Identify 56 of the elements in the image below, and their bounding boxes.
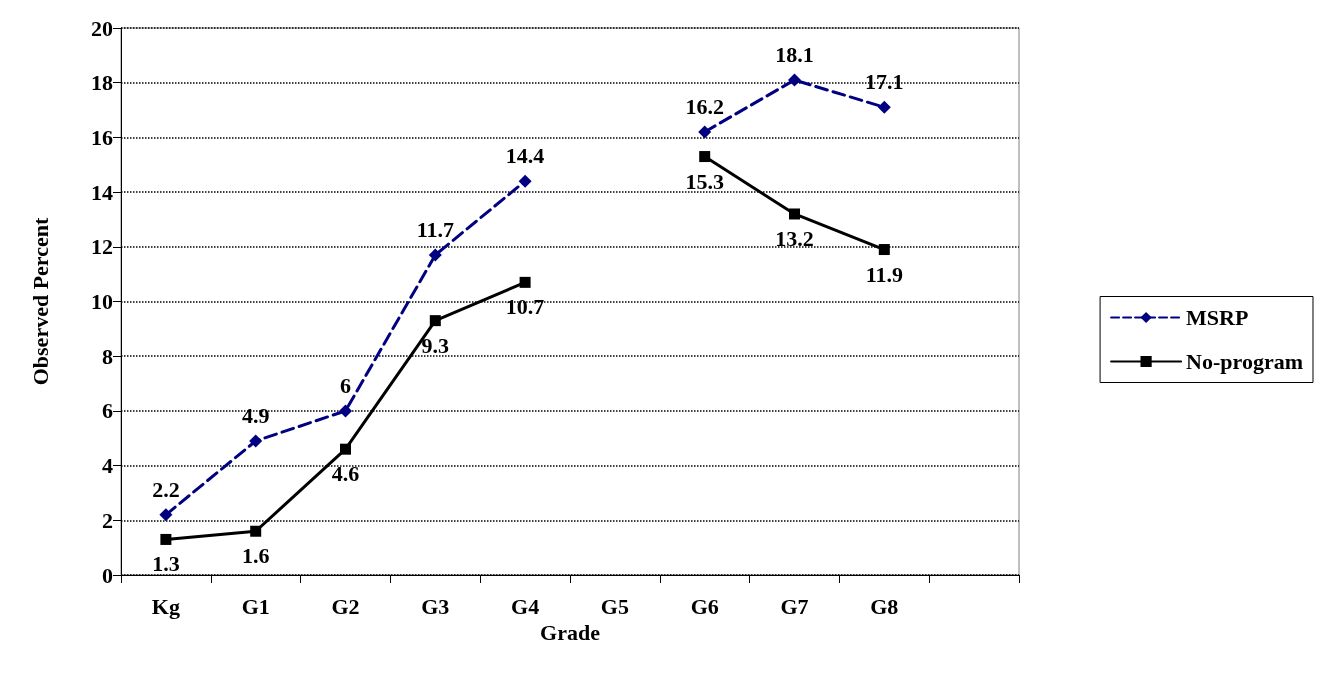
- data-label: 1.3: [152, 551, 180, 577]
- y-tick-label: 12: [91, 234, 113, 260]
- y-tick-label: 2: [102, 507, 113, 533]
- data-label: 11.7: [416, 217, 454, 243]
- point: [340, 443, 351, 455]
- point: [159, 508, 173, 522]
- point: [519, 276, 531, 288]
- x-tick-label: G7: [780, 593, 809, 619]
- y-axis-title: Observed Percent: [27, 217, 53, 386]
- y-tick-label: 4: [102, 453, 113, 479]
- data-label: 15.3: [685, 168, 724, 194]
- point: [339, 404, 352, 418]
- data-label: 4.9: [241, 402, 270, 428]
- y-tick-label: 0: [102, 562, 113, 588]
- y-tick-label: 6: [102, 398, 113, 424]
- legend-label: MSRP: [1186, 305, 1249, 330]
- y-tick-label: 16: [91, 124, 113, 150]
- data-label: 18.1: [775, 41, 814, 67]
- data-label: 16.2: [685, 93, 724, 119]
- point: [788, 73, 801, 87]
- point: [428, 248, 442, 262]
- data-label: 1.6: [241, 543, 270, 569]
- point: [250, 525, 262, 537]
- y-tick-label: 14: [91, 179, 113, 205]
- data-label: 10.7: [505, 294, 545, 320]
- x-tick-label: G3: [421, 593, 450, 619]
- point: [518, 174, 532, 188]
- point: [698, 125, 712, 139]
- x-tick-label: G6: [690, 593, 719, 619]
- point: [249, 434, 263, 448]
- y-tick-label: 8: [102, 343, 113, 369]
- point: [789, 208, 800, 220]
- x-tick-label: Kg: [151, 593, 180, 619]
- data-label: 6: [340, 372, 351, 398]
- data-label: 14.4: [505, 143, 545, 169]
- data-label: 13.2: [775, 225, 814, 251]
- x-axis-title: Grade: [540, 620, 601, 646]
- x-tick-label: G2: [331, 593, 360, 619]
- data-label: 2.2: [152, 476, 180, 502]
- y-tick-label: 18: [91, 70, 113, 96]
- point: [878, 244, 890, 256]
- x-tick-label: G8: [870, 593, 899, 619]
- x-tick-label: G4: [511, 593, 540, 619]
- x-tick-label: G1: [241, 593, 270, 619]
- data-label: 11.9: [865, 261, 903, 287]
- legend-label: No-program: [1186, 349, 1304, 374]
- y-tick-label: 10: [91, 289, 113, 314]
- data-label: 4.6: [331, 461, 360, 487]
- point: [429, 315, 441, 327]
- data-label: 17.1: [865, 69, 904, 95]
- point: [699, 151, 711, 163]
- data-label: 9.3: [421, 332, 450, 358]
- point: [877, 100, 891, 114]
- y-tick-label: 20: [91, 15, 113, 41]
- point: [160, 533, 172, 545]
- x-tick-label: G5: [600, 593, 629, 619]
